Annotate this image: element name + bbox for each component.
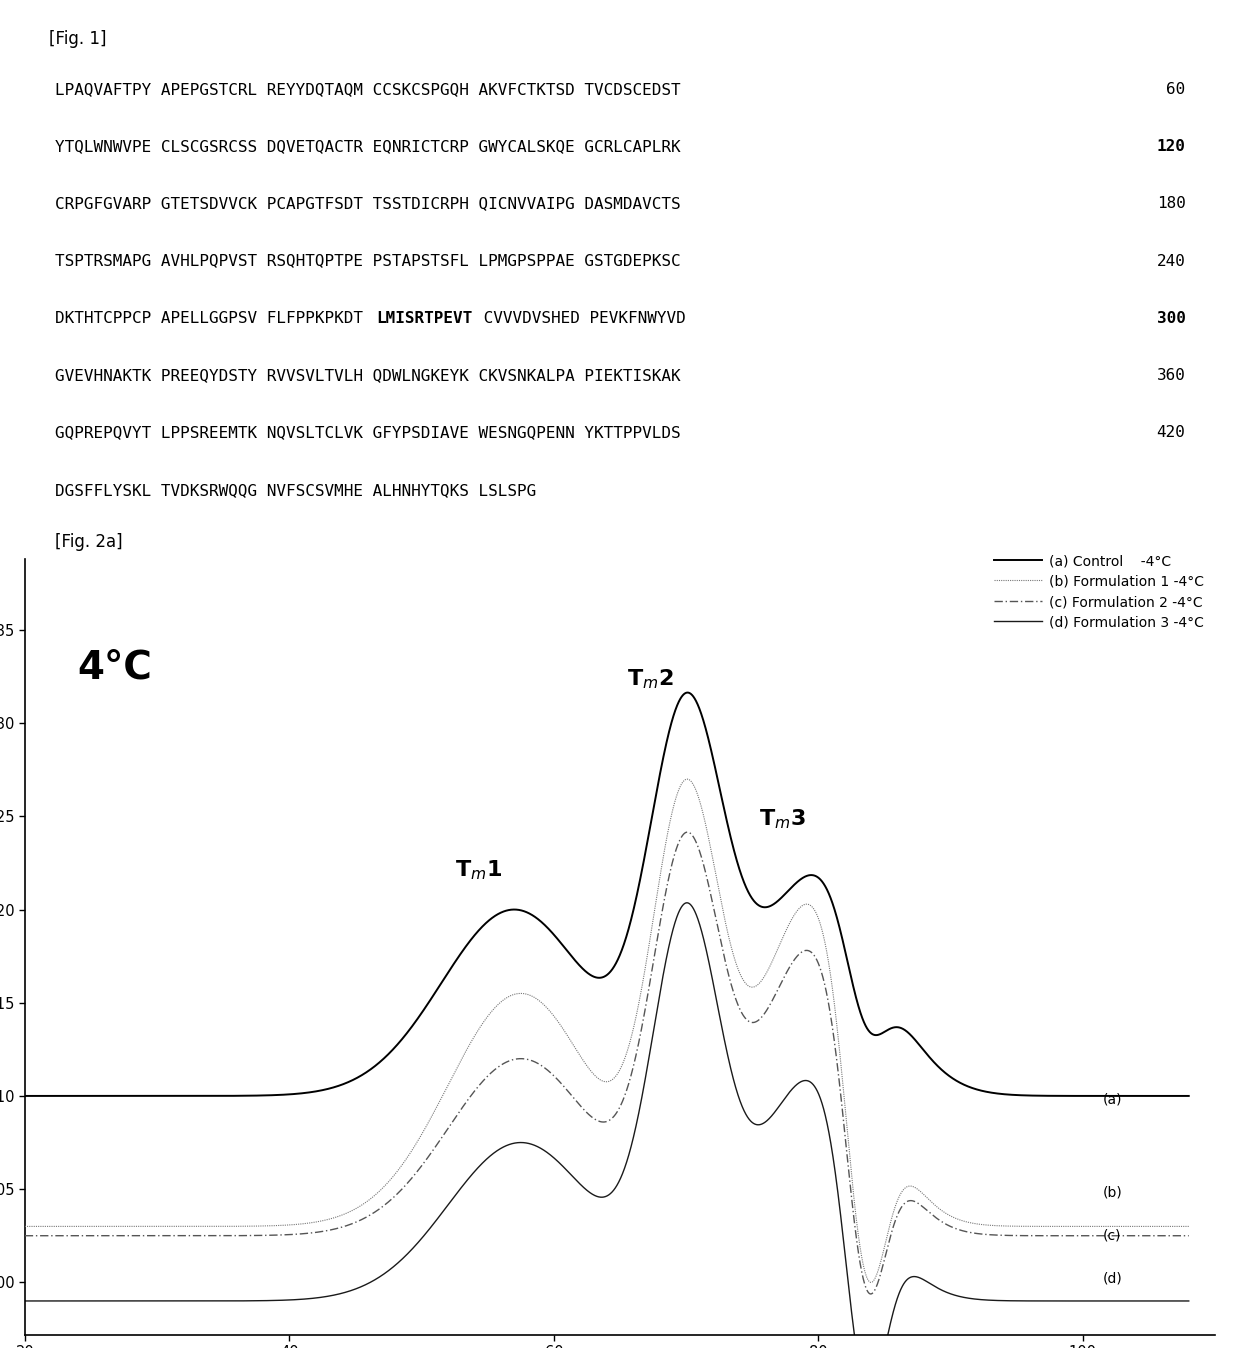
Text: (a): (a) <box>1102 1093 1122 1107</box>
Text: LMISRTPEVT: LMISRTPEVT <box>377 311 472 326</box>
Text: 420: 420 <box>1157 426 1185 441</box>
Text: CVVVDVSHED PEVKFNWYVD: CVVVDVSHED PEVKFNWYVD <box>474 311 686 326</box>
Text: T$_m$3: T$_m$3 <box>759 807 806 832</box>
Text: GVEVHNAKTK PREEQYDSTY RVVSVLTVLH QDWLNGKEYK CKVSNKALPA PIEKTISKAK: GVEVHNAKTK PREEQYDSTY RVVSVLTVLH QDWLNGK… <box>55 368 681 383</box>
Text: YTQLWNWVPE CLSCGSRCSS DQVETQACTR EQNRICTCRP GWYCALSKQE GCRLCAPLRK: YTQLWNWVPE CLSCGSRCSS DQVETQACTR EQNRICT… <box>55 139 681 154</box>
Text: 4°C: 4°C <box>78 648 153 686</box>
Text: (b): (b) <box>1102 1186 1122 1200</box>
Text: 360: 360 <box>1157 368 1185 383</box>
Text: (d): (d) <box>1102 1271 1122 1286</box>
Text: 180: 180 <box>1157 197 1185 212</box>
Text: 120: 120 <box>1157 139 1185 154</box>
Text: DGSFFLYSKL TVDKSRWQQG NVFSCSVMHE ALHNHYTQKS LSLSPG: DGSFFLYSKL TVDKSRWQQG NVFSCSVMHE ALHNHYT… <box>55 483 536 497</box>
Text: (c): (c) <box>1102 1229 1121 1243</box>
Text: [Fig. 2a]: [Fig. 2a] <box>55 532 123 551</box>
Text: [Fig. 1]: [Fig. 1] <box>48 30 107 47</box>
Text: DKTHTCPPCP APELLGGPSV FLFPPKPKDT: DKTHTCPPCP APELLGGPSV FLFPPKPKDT <box>55 311 372 326</box>
Text: GQPREPQVYT LPPSREEMTK NQVSLTCLVK GFYPSDIAVE WESNGQPENN YKTTPPVLDS: GQPREPQVYT LPPSREEMTK NQVSLTCLVK GFYPSDI… <box>55 426 681 441</box>
Text: CRPGFGVARP GTETSDVVCK PCAPGTFSDT TSSTDICRPH QICNVVAIPG DASMDAVCTS: CRPGFGVARP GTETSDVVCK PCAPGTFSDT TSSTDIC… <box>55 197 681 212</box>
Text: 300: 300 <box>1157 311 1185 326</box>
Text: LPAQVAFTPY APEPGSTCRL REYYDQTAQM CCSKCSPGQH AKVFCTKTSD TVCDSCEDST: LPAQVAFTPY APEPGSTCRL REYYDQTAQM CCSKCSP… <box>55 82 681 97</box>
Text: 240: 240 <box>1157 253 1185 268</box>
Legend: (a) Control    -4°C, (b) Formulation 1 -4°C, (c) Formulation 2 -4°C, (d) Formula: (a) Control -4°C, (b) Formulation 1 -4°C… <box>990 550 1208 634</box>
Text: TSPTRSMAPG AVHLPQPVST RSQHTQPTPE PSTAPSTSFL LPMGPSPPAE GSTGDEPKSC: TSPTRSMAPG AVHLPQPVST RSQHTQPTPE PSTAPST… <box>55 253 681 268</box>
Text: T$_m$2: T$_m$2 <box>626 667 673 692</box>
Text: T$_m$1: T$_m$1 <box>455 857 502 882</box>
Text: 60: 60 <box>1166 82 1185 97</box>
